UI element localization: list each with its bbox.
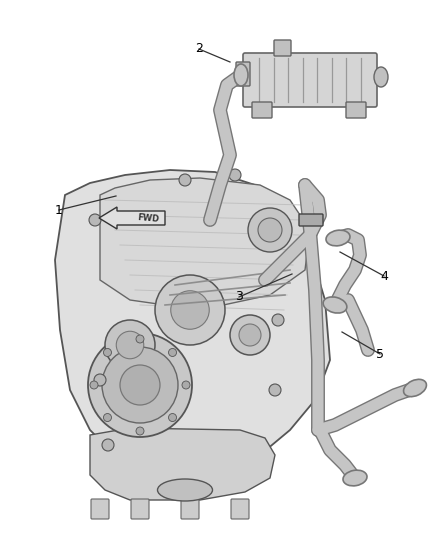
FancyBboxPatch shape <box>181 499 199 519</box>
Text: 1: 1 <box>55 204 63 216</box>
Circle shape <box>272 314 284 326</box>
Text: FWD: FWD <box>137 213 159 223</box>
Circle shape <box>88 333 192 437</box>
Circle shape <box>182 381 190 389</box>
Circle shape <box>179 174 191 186</box>
FancyBboxPatch shape <box>346 102 366 118</box>
Circle shape <box>102 439 114 451</box>
FancyBboxPatch shape <box>299 214 323 226</box>
Circle shape <box>120 365 160 405</box>
Circle shape <box>116 331 144 359</box>
FancyBboxPatch shape <box>131 499 149 519</box>
Circle shape <box>105 320 155 370</box>
Circle shape <box>171 290 209 329</box>
FancyBboxPatch shape <box>252 102 272 118</box>
Circle shape <box>136 427 144 435</box>
Circle shape <box>103 414 112 422</box>
FancyBboxPatch shape <box>243 53 377 107</box>
FancyArrow shape <box>99 207 165 229</box>
Circle shape <box>269 384 281 396</box>
Ellipse shape <box>403 379 427 397</box>
FancyBboxPatch shape <box>236 62 250 86</box>
Ellipse shape <box>326 230 350 246</box>
Ellipse shape <box>158 479 212 501</box>
Text: 5: 5 <box>376 348 384 360</box>
Circle shape <box>102 347 178 423</box>
Ellipse shape <box>234 64 248 86</box>
Polygon shape <box>100 178 310 310</box>
Circle shape <box>155 275 225 345</box>
Circle shape <box>103 349 112 357</box>
Circle shape <box>89 214 101 226</box>
Circle shape <box>230 315 270 355</box>
FancyBboxPatch shape <box>91 499 109 519</box>
Polygon shape <box>55 170 330 478</box>
Text: 4: 4 <box>380 270 388 282</box>
Circle shape <box>94 374 106 386</box>
Text: 3: 3 <box>235 290 243 303</box>
FancyBboxPatch shape <box>231 499 249 519</box>
Circle shape <box>258 218 282 242</box>
Circle shape <box>136 335 144 343</box>
Circle shape <box>169 414 177 422</box>
Circle shape <box>169 349 177 357</box>
FancyBboxPatch shape <box>274 40 291 56</box>
Circle shape <box>239 324 261 346</box>
Ellipse shape <box>343 470 367 486</box>
Ellipse shape <box>374 67 388 87</box>
Circle shape <box>248 208 292 252</box>
Circle shape <box>229 169 241 181</box>
Polygon shape <box>90 428 275 500</box>
Ellipse shape <box>323 297 347 313</box>
Circle shape <box>90 381 98 389</box>
Text: 2: 2 <box>195 43 203 55</box>
